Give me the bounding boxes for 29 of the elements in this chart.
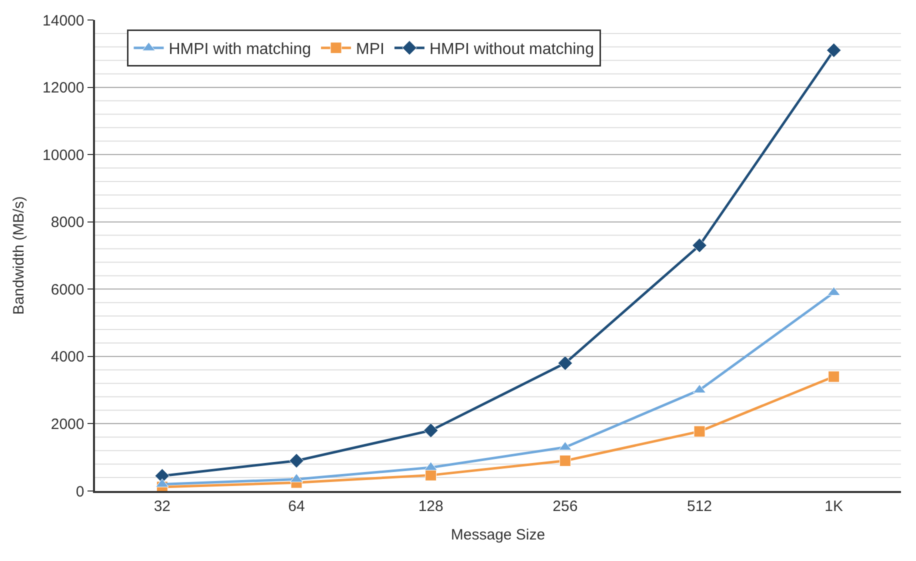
- y-tick-label: 2000: [50, 416, 84, 433]
- x-tick-label: 64: [288, 498, 305, 515]
- y-tick-label: 12000: [42, 80, 84, 97]
- legend-label: HMPI with matching: [168, 41, 312, 58]
- x-tick-label: 32: [154, 498, 171, 515]
- y-tick-label: 14000: [42, 12, 84, 30]
- point: [692, 238, 707, 253]
- point: [289, 453, 304, 468]
- point: [559, 454, 571, 466]
- y-tick-label: 4000: [50, 348, 84, 366]
- y-tick-label: 8000: [50, 214, 84, 232]
- point: [425, 469, 437, 481]
- point: [826, 42, 842, 58]
- x-tick-label: 1K: [824, 498, 844, 515]
- legend-label: HMPI without matching: [429, 41, 594, 58]
- y-axis-title: Bandwidth (MB/s): [10, 196, 28, 315]
- y-tick-label: 0: [76, 483, 84, 500]
- x-tick-label: 512: [686, 498, 712, 515]
- x-tick-label: 256: [552, 498, 578, 515]
- x-tick-label: 128: [418, 498, 444, 515]
- point: [828, 370, 840, 382]
- y-tick-label: 6000: [50, 281, 84, 298]
- legend-label: MPI: [356, 41, 384, 58]
- point: [423, 423, 438, 438]
- point: [558, 356, 573, 371]
- point: [827, 286, 840, 296]
- y-tick-label: 10000: [42, 146, 84, 164]
- x-axis-title: Message Size: [450, 526, 546, 544]
- point: [694, 426, 706, 438]
